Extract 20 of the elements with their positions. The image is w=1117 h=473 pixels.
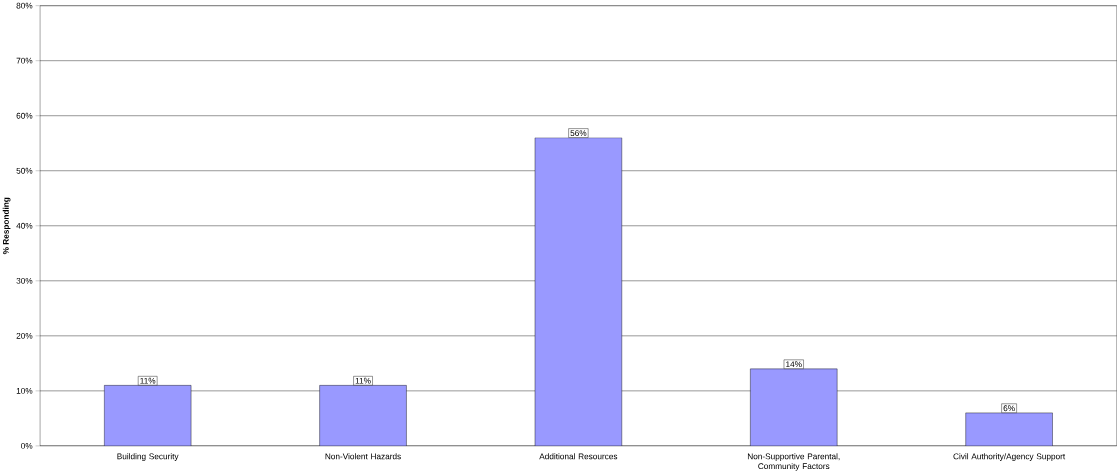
data-label: 14%: [786, 361, 802, 367]
y-tick-label: 20%: [16, 332, 33, 339]
data-label: 11%: [140, 377, 156, 384]
y-tick-label: 60%: [16, 112, 33, 119]
x-tick-label: Non-Violent Hazards: [325, 453, 401, 460]
data-label: 11%: [355, 377, 371, 384]
x-tick-label: Civil Authority/Agency Support: [953, 453, 1066, 461]
x-tick-label: Additional Resources: [539, 453, 618, 460]
y-tick-label: 80%: [16, 2, 33, 9]
x-tick-label: Building Security: [117, 453, 179, 461]
x-tick-label: Non-Supportive Parental, Community Factors: [747, 453, 840, 471]
data-label: 56%: [570, 129, 587, 136]
y-axis-title: % Responding: [2, 197, 11, 254]
y-tick-label: 0%: [21, 442, 33, 449]
y-tick-label: 70%: [16, 57, 33, 64]
y-tick-label: 30%: [16, 277, 33, 284]
y-tick-label: 40%: [16, 222, 33, 229]
y-tick-label: 10%: [16, 387, 33, 394]
data-label: 6%: [1003, 405, 1015, 411]
y-tick-label: 50%: [16, 167, 33, 174]
